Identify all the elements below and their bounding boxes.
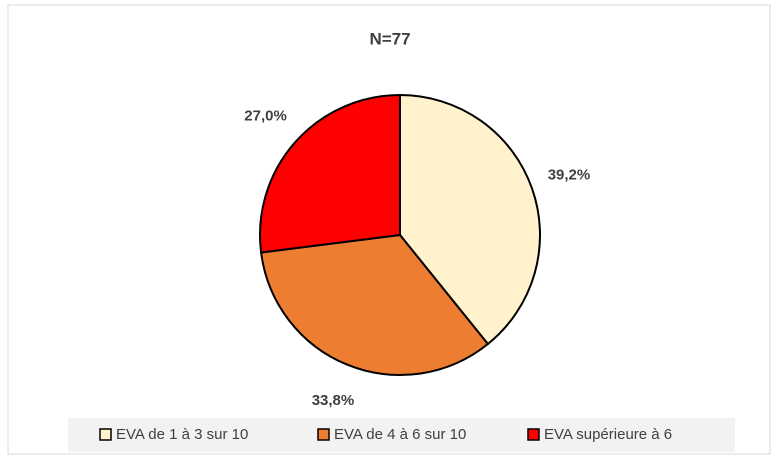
pie-slice bbox=[259, 93, 401, 254]
legend-label: EVA de 4 à 6 sur 10 bbox=[334, 426, 466, 443]
pie-slice bbox=[399, 93, 541, 346]
chart-title: N=77 bbox=[369, 29, 410, 48]
legend-swatch bbox=[317, 428, 330, 441]
data-label: 33,8% bbox=[312, 392, 355, 409]
data-label: 39,2% bbox=[548, 166, 591, 183]
legend-label: EVA supérieure à 6 bbox=[544, 426, 672, 443]
pie-slice bbox=[259, 233, 490, 376]
legend-swatch bbox=[527, 428, 540, 441]
legend-label: EVA de 1 à 3 sur 10 bbox=[116, 426, 248, 443]
legend-box bbox=[68, 418, 735, 452]
data-label: 27,0% bbox=[244, 107, 287, 124]
legend-swatch bbox=[99, 428, 112, 441]
